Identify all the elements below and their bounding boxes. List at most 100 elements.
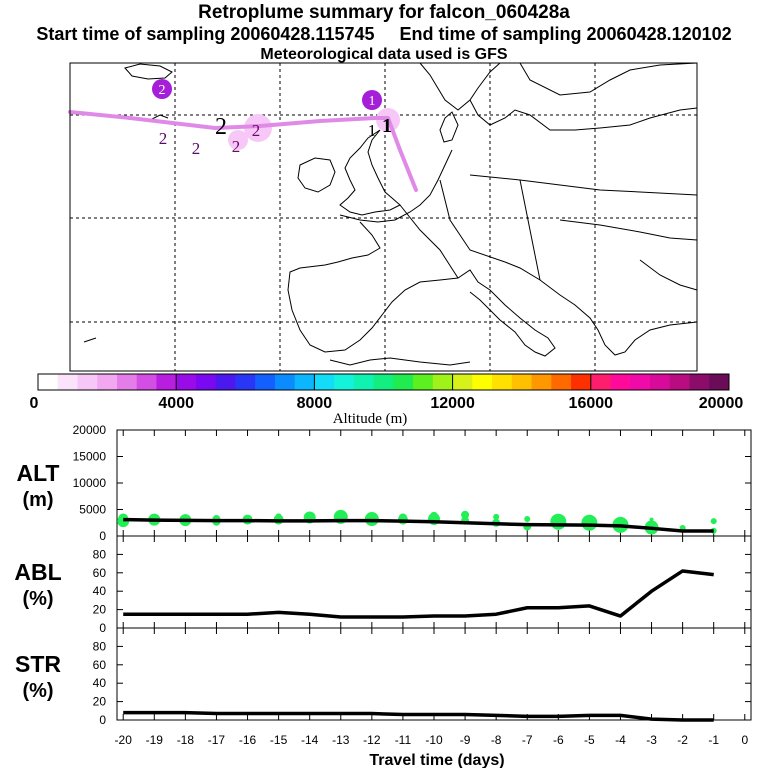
alt-scatter-point bbox=[550, 513, 567, 530]
plume-label: 1 bbox=[368, 121, 377, 140]
colorbar-swatch bbox=[57, 374, 78, 390]
y-tick-label: 40 bbox=[93, 676, 107, 690]
x-tick-label: -3 bbox=[646, 733, 657, 747]
border-france bbox=[399, 204, 459, 279]
x-tick-label: -20 bbox=[115, 733, 133, 747]
colorbar-swatch bbox=[215, 374, 236, 390]
colorbar-swatch bbox=[413, 374, 434, 390]
colorbar-tick-label: 16000 bbox=[569, 395, 614, 412]
alt-scatter-point bbox=[524, 516, 531, 523]
colorbar-swatch bbox=[156, 374, 177, 390]
x-tick-label: -14 bbox=[301, 733, 319, 747]
plume-marker-label: 1 bbox=[369, 94, 376, 109]
border-east-1 bbox=[559, 219, 698, 241]
map-frame bbox=[69, 62, 698, 372]
panel-abl: 0 20 40 60 80 ABL (%) bbox=[14, 535, 752, 635]
colorbar-swatch bbox=[116, 374, 138, 390]
border-east-2 bbox=[469, 174, 698, 196]
x-tick-label: -7 bbox=[522, 733, 533, 747]
alt-scatter-point bbox=[493, 513, 500, 520]
y-tick-label: 5000 bbox=[79, 503, 106, 517]
colorbar-swatch bbox=[373, 374, 394, 390]
colorbar-swatch bbox=[571, 374, 592, 390]
colorbar-swatch bbox=[511, 374, 533, 390]
series-line-abl bbox=[123, 569, 714, 619]
colorbar-swatch bbox=[294, 374, 315, 390]
colorbar-swatch bbox=[255, 374, 276, 390]
x-tick-label: -9 bbox=[460, 733, 471, 747]
colorbar-swatch bbox=[235, 374, 256, 390]
colorbar-swatch bbox=[630, 374, 651, 390]
border-central bbox=[439, 179, 506, 263]
colorbar-swatch bbox=[274, 374, 296, 390]
x-tick-label: -15 bbox=[270, 733, 288, 747]
plume-path bbox=[68, 110, 418, 192]
x-tick-label: -18 bbox=[177, 733, 195, 747]
alt-scatter-point bbox=[649, 517, 654, 522]
plume-label: 2 bbox=[252, 121, 261, 140]
colorbar-swatch bbox=[590, 374, 612, 390]
y-tick-label: 60 bbox=[93, 658, 107, 672]
plume-blob-2 bbox=[228, 130, 248, 150]
colorbar-swatch bbox=[472, 374, 493, 390]
colorbar-swatch bbox=[38, 374, 59, 390]
series-line-alt bbox=[123, 517, 714, 533]
plume-label: 2 bbox=[159, 129, 168, 148]
x-tick-label: -6 bbox=[553, 733, 564, 747]
coast-finland bbox=[519, 62, 698, 96]
colorbar-swatch bbox=[176, 374, 197, 390]
colorbar-swatch bbox=[314, 374, 335, 390]
coast-adriatic-greece bbox=[504, 261, 698, 356]
x-tick-label: -12 bbox=[363, 733, 381, 747]
colorbar-tick-label: 4000 bbox=[158, 395, 194, 412]
coast-black-sea bbox=[639, 259, 698, 291]
coast-denmark bbox=[439, 111, 459, 143]
colorbar-tick-label: 20000 bbox=[699, 395, 744, 412]
coast-north-africa bbox=[329, 357, 471, 366]
colorbar-swatch bbox=[531, 374, 552, 390]
colorbar-swatch bbox=[689, 374, 710, 390]
plume-label: 2 bbox=[215, 114, 227, 140]
x-tick-label: -11 bbox=[395, 733, 412, 747]
coast-channel bbox=[339, 149, 453, 223]
x-tick-label: -4 bbox=[615, 733, 626, 747]
border-germany-east bbox=[519, 179, 541, 281]
y-tick-label: 80 bbox=[93, 547, 107, 561]
colorbar-label: Altitude (m) bbox=[333, 411, 408, 427]
colorbar-swatch bbox=[610, 374, 631, 390]
colorbar-tick-label: 0 bbox=[30, 395, 39, 412]
x-axis-label: Travel time (days) bbox=[369, 752, 504, 768]
coast-iceland bbox=[124, 63, 173, 80]
colorbar-swatch bbox=[709, 374, 730, 390]
y-tick-label: 0 bbox=[99, 621, 106, 635]
y-axis-label: STR (%) bbox=[15, 651, 61, 702]
coastlines bbox=[83, 62, 698, 366]
coast-norway-sweden bbox=[419, 62, 501, 111]
x-tick-label: -17 bbox=[208, 733, 226, 747]
x-tick-label: 0 bbox=[741, 733, 748, 747]
coast-ireland bbox=[297, 157, 336, 193]
sampling-times: Start time of sampling 20060428.115745 E… bbox=[0, 24, 768, 45]
colorbar-swatch bbox=[334, 374, 355, 390]
y-tick-label: 80 bbox=[93, 639, 107, 653]
colorbar-swatch bbox=[97, 374, 118, 390]
alt-scatter-point bbox=[581, 514, 598, 531]
alt-scatter-point bbox=[275, 513, 282, 520]
panel-frame bbox=[116, 627, 752, 721]
colorbar-swatch bbox=[77, 374, 98, 390]
x-tick-label: -16 bbox=[239, 733, 257, 747]
coast-britain bbox=[339, 129, 401, 216]
y-tick-label: 20 bbox=[93, 603, 107, 617]
colorbar-swatch bbox=[669, 374, 691, 390]
y-axis-label: ABL (%) bbox=[14, 559, 61, 610]
colorbar-swatch bbox=[432, 374, 454, 390]
y-tick-label: 0 bbox=[99, 713, 106, 727]
met-data-label: Meteorological data used is GFS bbox=[260, 46, 508, 63]
alt-scatter-point bbox=[710, 518, 717, 525]
x-tick-label: -13 bbox=[332, 733, 350, 747]
plume-label: 1 bbox=[382, 115, 392, 137]
